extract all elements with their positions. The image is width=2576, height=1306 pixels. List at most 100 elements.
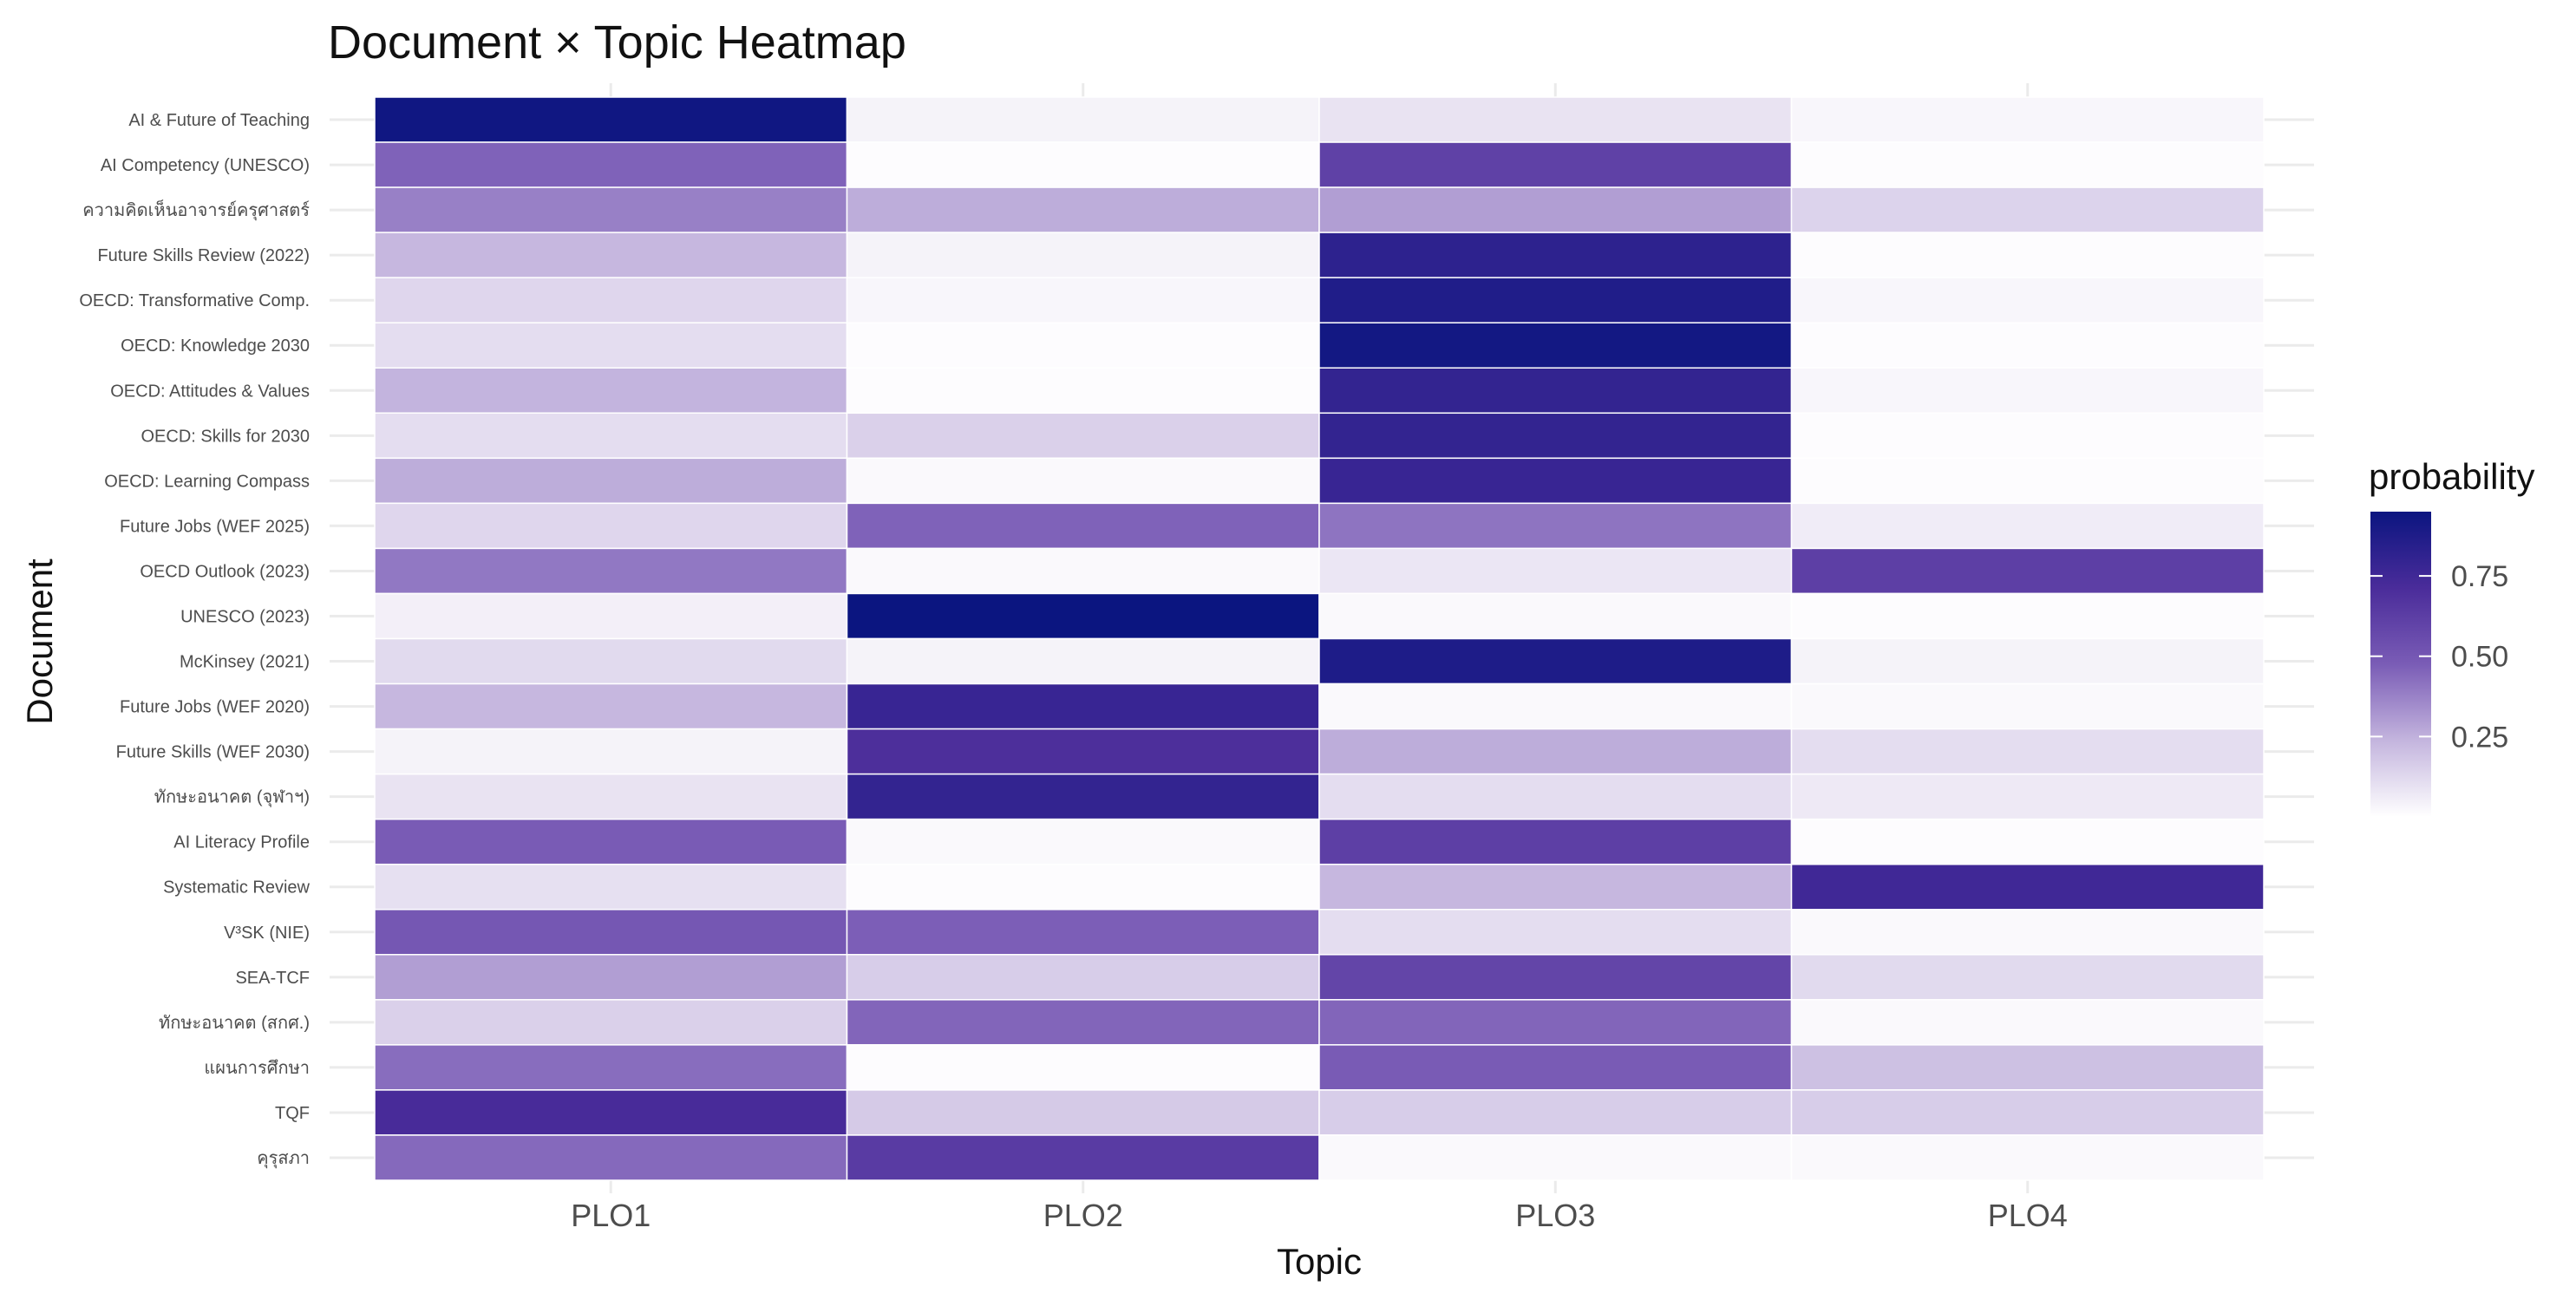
y-tick-label: Systematic Review [163, 878, 310, 898]
heatmap-cell [1318, 637, 1793, 685]
heatmap-cell [1318, 1044, 1793, 1091]
heatmap-cell [374, 457, 848, 505]
y-tick-label: OECD Outlook (2023) [140, 562, 310, 581]
heatmap-cell [1318, 232, 1793, 278]
heatmap-cell [1318, 682, 1793, 730]
heatmap-cell [1318, 773, 1793, 820]
heatmap-cell [374, 186, 848, 233]
heatmap-cell [846, 773, 1320, 820]
heatmap-cell [1318, 277, 1793, 323]
heatmap-cell [1790, 682, 2265, 730]
heatmap-cell [846, 682, 1320, 730]
heatmap-cell [846, 909, 1320, 956]
heatmap-cell [1790, 1134, 2265, 1181]
heatmap-cell [374, 999, 848, 1046]
heatmap-cell [1790, 999, 2265, 1046]
y-tick-label: OECD: Attitudes & Values [110, 382, 310, 401]
heatmap-cell [1318, 1089, 1793, 1136]
colorbar-tick-label: 0.50 [2451, 641, 2508, 674]
heatmap-cell [846, 457, 1320, 505]
x-tick-label: PLO4 [1988, 1198, 2068, 1233]
heatmap-cell [1318, 999, 1793, 1046]
colorbar-legend: probability 0.25 0.50 0.75 [2369, 456, 2534, 817]
y-tick-label: TQF [275, 1104, 310, 1123]
heatmap-cell [374, 863, 848, 911]
heatmap-cell [846, 412, 1320, 460]
heatmap-cell [374, 1044, 848, 1091]
heatmap-cell [1318, 412, 1793, 460]
y-tick-label: Future Skills Review (2022) [97, 246, 310, 265]
heatmap-cell [374, 773, 848, 820]
y-tick-label: Future Jobs (WEF 2020) [120, 698, 310, 717]
heatmap-cell [1790, 277, 2265, 323]
heatmap-cell [1318, 1134, 1793, 1181]
heatmap-cell [846, 547, 1320, 595]
y-tick-label: V³SK (NIE) [224, 924, 310, 943]
heatmap-cell [374, 96, 848, 143]
y-tick-label: Future Skills (WEF 2030) [116, 743, 310, 762]
y-tick-label: OECD: Learning Compass [104, 472, 310, 491]
heatmap-cell [1318, 592, 1793, 640]
heatmap-cell [1790, 96, 2265, 143]
heatmap-cell [1318, 818, 1793, 865]
chart-title: Document × Topic Heatmap [328, 16, 906, 69]
heatmap-cells [374, 96, 2265, 1181]
heatmap-cell [846, 186, 1320, 233]
y-tick-label: AI Literacy Profile [173, 833, 310, 852]
heatmap-cell [1318, 457, 1793, 505]
heatmap-cell [846, 232, 1320, 278]
y-tick-label: SEA-TCF [235, 969, 310, 988]
heatmap-cell [846, 277, 1320, 323]
x-tick-label: PLO1 [571, 1198, 651, 1233]
heatmap-cell [1790, 186, 2265, 233]
heatmap-cell [1790, 457, 2265, 505]
heatmap-cell [374, 1134, 848, 1181]
heatmap-cell [846, 1044, 1320, 1091]
y-tick-label: OECD: Transformative Comp. [79, 291, 310, 310]
heatmap-cell [1790, 954, 2265, 1001]
heatmap-cell [1318, 502, 1793, 550]
y-tick-label: UNESCO (2023) [180, 607, 310, 626]
heatmap-cell [846, 999, 1320, 1046]
heatmap-cell [1318, 728, 1793, 775]
y-tick-label: OECD: Knowledge 2030 [121, 336, 310, 356]
heatmap-cell [1790, 1044, 2265, 1091]
heatmap-cell [846, 863, 1320, 911]
colorbar-gradient [2370, 512, 2431, 817]
y-tick-label: Future Jobs (WEF 2025) [120, 517, 310, 536]
y-tick-label: AI Competency (UNESCO) [101, 156, 310, 175]
heatmap-cell [1318, 863, 1793, 911]
heatmap-cell [374, 412, 848, 460]
heatmap-cell [374, 682, 848, 730]
y-axis-label: Document [19, 558, 60, 725]
heatmap-cell [1790, 322, 2265, 369]
heatmap-cell [1318, 141, 1793, 188]
heatmap-cell [374, 818, 848, 865]
heatmap-cell [846, 818, 1320, 865]
y-tick-label: ทักษะอนาคต (สกศ.) [159, 1014, 310, 1033]
heatmap-cell [374, 547, 848, 595]
heatmap-cell [1790, 728, 2265, 775]
y-tick-label: ความคิดเห็นอาจารย์ครุศาสตร์ [82, 199, 310, 221]
x-axis-label: Topic [1277, 1241, 1362, 1282]
heatmap-cell [846, 954, 1320, 1001]
heatmap-cell [374, 277, 848, 323]
heatmap-cell [1790, 141, 2265, 188]
legend-title: probability [2369, 456, 2534, 497]
heatmap-cell [846, 728, 1320, 775]
heatmap-cell [1318, 186, 1793, 233]
heatmap-cell [1318, 547, 1793, 595]
heatmap-cell [1790, 637, 2265, 685]
heatmap-cell [374, 1089, 848, 1136]
heatmap-cell [846, 502, 1320, 550]
x-tick-labels: PLO1 PLO2 PLO3 PLO4 [571, 1198, 2068, 1233]
heatmap-cell [1790, 367, 2265, 415]
heatmap-cell [374, 728, 848, 775]
heatmap-cell [1318, 367, 1793, 415]
y-tick-label: ทักษะอนาคต (จุฬาฯ) [154, 788, 310, 808]
heatmap-cell [1318, 322, 1793, 369]
heatmap-cell [1790, 547, 2265, 595]
heatmap-cell [846, 637, 1320, 685]
heatmap-cell [374, 502, 848, 550]
